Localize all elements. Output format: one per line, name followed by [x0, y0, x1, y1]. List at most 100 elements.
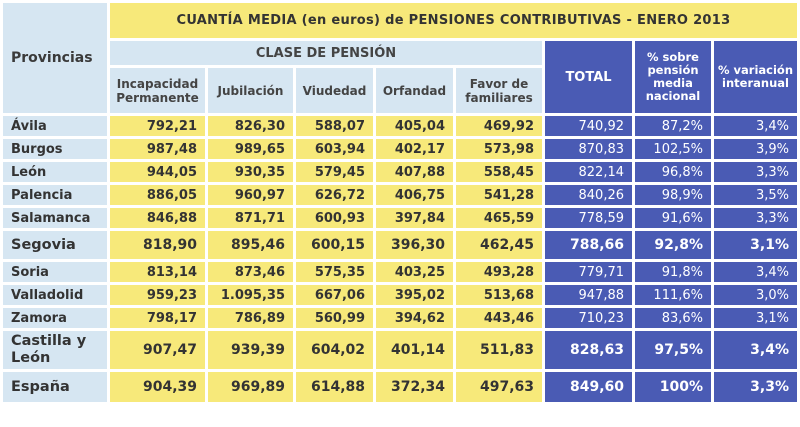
incapacidad-value: 798,17: [110, 308, 205, 328]
total-value: 828,63: [545, 331, 632, 369]
jubilacion-value: 895,46: [208, 231, 293, 259]
total-value: 778,59: [545, 208, 632, 228]
favor-value: 513,68: [456, 285, 542, 305]
orfandad-value: 395,02: [376, 285, 453, 305]
col-pct-nacional-header: % sobre pensión media nacional: [635, 41, 711, 113]
pct-nacional-value: 97,5%: [635, 331, 711, 369]
jubilacion-value: 960,97: [208, 185, 293, 205]
incapacidad-value: 907,47: [110, 331, 205, 369]
orfandad-value: 407,88: [376, 162, 453, 182]
province-name: León: [3, 162, 107, 182]
orfandad-value: 405,04: [376, 116, 453, 136]
pct-interanual-value: 3,9%: [714, 139, 797, 159]
favor-value: 469,92: [456, 116, 542, 136]
orfandad-value: 396,30: [376, 231, 453, 259]
col-favor-header: Favor de familiares: [456, 68, 542, 113]
incapacidad-value: 944,05: [110, 162, 205, 182]
orfandad-value: 394,62: [376, 308, 453, 328]
provincias-header: Provincias: [3, 3, 107, 113]
jubilacion-value: 930,35: [208, 162, 293, 182]
province-name: Valladolid: [3, 285, 107, 305]
orfandad-value: 403,25: [376, 262, 453, 282]
pct-nacional-value: 96,8%: [635, 162, 711, 182]
col-viudedad-header: Viudedad: [296, 68, 373, 113]
table-title: CUANTÍA MEDIA (en euros) de PENSIONES CO…: [110, 3, 797, 38]
orfandad-value: 401,14: [376, 331, 453, 369]
jubilacion-value: 786,89: [208, 308, 293, 328]
pct-interanual-value: 3,3%: [714, 372, 797, 402]
col-incapacidad-header: Incapacidad Permanente: [110, 68, 205, 113]
orfandad-value: 372,34: [376, 372, 453, 402]
total-value: 779,71: [545, 262, 632, 282]
orfandad-value: 397,84: [376, 208, 453, 228]
pct-interanual-value: 3,4%: [714, 331, 797, 369]
province-name: España: [3, 372, 107, 402]
jubilacion-value: 826,30: [208, 116, 293, 136]
incapacidad-value: 813,14: [110, 262, 205, 282]
jubilacion-value: 871,71: [208, 208, 293, 228]
province-name: Ávila: [3, 116, 107, 136]
favor-value: 462,45: [456, 231, 542, 259]
col-jubilacion-header: Jubilación: [208, 68, 293, 113]
total-value: 710,23: [545, 308, 632, 328]
orfandad-value: 402,17: [376, 139, 453, 159]
pct-nacional-value: 98,9%: [635, 185, 711, 205]
province-name: Soria: [3, 262, 107, 282]
viudedad-value: 579,45: [296, 162, 373, 182]
jubilacion-value: 969,89: [208, 372, 293, 402]
favor-value: 511,83: [456, 331, 542, 369]
incapacidad-value: 904,39: [110, 372, 205, 402]
viudedad-value: 600,93: [296, 208, 373, 228]
total-value: 849,60: [545, 372, 632, 402]
pct-nacional-value: 111,6%: [635, 285, 711, 305]
pct-nacional-value: 87,2%: [635, 116, 711, 136]
province-name: Burgos: [3, 139, 107, 159]
pct-nacional-value: 102,5%: [635, 139, 711, 159]
total-value: 740,92: [545, 116, 632, 136]
favor-value: 558,45: [456, 162, 542, 182]
total-value: 788,66: [545, 231, 632, 259]
favor-value: 541,28: [456, 185, 542, 205]
pct-nacional-value: 91,8%: [635, 262, 711, 282]
viudedad-value: 614,88: [296, 372, 373, 402]
incapacidad-value: 846,88: [110, 208, 205, 228]
pct-nacional-value: 100%: [635, 372, 711, 402]
incapacidad-value: 959,23: [110, 285, 205, 305]
incapacidad-value: 818,90: [110, 231, 205, 259]
pct-interanual-value: 3,1%: [714, 308, 797, 328]
viudedad-value: 604,02: [296, 331, 373, 369]
viudedad-value: 600,15: [296, 231, 373, 259]
col-pct-interanual-header: % variación interanual: [714, 41, 797, 113]
viudedad-value: 603,94: [296, 139, 373, 159]
jubilacion-value: 1.095,35: [208, 285, 293, 305]
province-name: Palencia: [3, 185, 107, 205]
pct-nacional-value: 92,8%: [635, 231, 711, 259]
pct-nacional-value: 83,6%: [635, 308, 711, 328]
favor-value: 465,59: [456, 208, 542, 228]
pct-interanual-value: 3,4%: [714, 116, 797, 136]
pct-interanual-value: 3,1%: [714, 231, 797, 259]
incapacidad-value: 987,48: [110, 139, 205, 159]
pct-interanual-value: 3,3%: [714, 208, 797, 228]
favor-value: 443,46: [456, 308, 542, 328]
favor-value: 573,98: [456, 139, 542, 159]
incapacidad-value: 886,05: [110, 185, 205, 205]
col-orfandad-header: Orfandad: [376, 68, 453, 113]
province-name: Zamora: [3, 308, 107, 328]
jubilacion-value: 939,39: [208, 331, 293, 369]
jubilacion-value: 989,65: [208, 139, 293, 159]
jubilacion-value: 873,46: [208, 262, 293, 282]
clase-pension-header: CLASE DE PENSIÓN: [110, 41, 542, 65]
favor-value: 497,63: [456, 372, 542, 402]
pct-interanual-value: 3,0%: [714, 285, 797, 305]
total-value: 822,14: [545, 162, 632, 182]
viudedad-value: 575,35: [296, 262, 373, 282]
viudedad-value: 588,07: [296, 116, 373, 136]
total-value: 870,83: [545, 139, 632, 159]
favor-value: 493,28: [456, 262, 542, 282]
pct-interanual-value: 3,4%: [714, 262, 797, 282]
total-value: 947,88: [545, 285, 632, 305]
province-name: Castilla y León: [3, 331, 107, 369]
province-name: Salamanca: [3, 208, 107, 228]
